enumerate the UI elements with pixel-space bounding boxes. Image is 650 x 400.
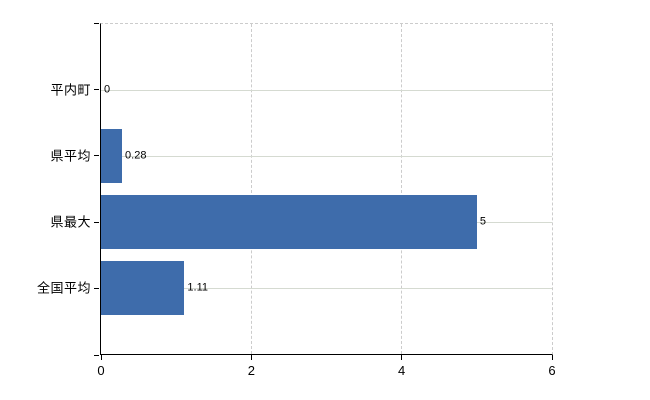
horizontal-gridline bbox=[101, 287, 552, 289]
x-axis-tick bbox=[551, 355, 553, 360]
category-label: 県最大 bbox=[50, 214, 91, 230]
bar bbox=[101, 195, 477, 249]
category-label: 平内町 bbox=[50, 82, 91, 98]
bar-value-label: 0 bbox=[104, 83, 111, 96]
vertical-gridline bbox=[250, 24, 252, 354]
y-axis-tick bbox=[94, 155, 99, 157]
y-axis-tick bbox=[94, 221, 99, 223]
bar-value-label: 1.11 bbox=[187, 281, 209, 294]
category-label: 県平均 bbox=[50, 148, 91, 164]
bar-value-label: 5 bbox=[479, 215, 486, 228]
bar-value-label: 0.28 bbox=[125, 149, 147, 162]
y-axis-tick bbox=[94, 88, 99, 90]
plot-area: 0 0.28 5 1.11 bbox=[100, 23, 553, 355]
x-axis-tick-label: 2 bbox=[247, 363, 255, 378]
x-axis-tick bbox=[401, 355, 403, 360]
x-axis-tick-label: 0 bbox=[97, 363, 105, 378]
x-axis-tick-label: 4 bbox=[398, 363, 406, 378]
x-axis-tick-label: 6 bbox=[548, 363, 556, 378]
horizontal-gridline bbox=[101, 89, 552, 91]
vertical-gridline bbox=[401, 24, 403, 354]
horizontal-gridline bbox=[101, 155, 552, 157]
x-axis-tick bbox=[250, 355, 252, 360]
x-axis-tick bbox=[100, 355, 102, 360]
y-axis-tick bbox=[94, 354, 99, 356]
y-axis-tick bbox=[94, 288, 99, 290]
y-axis-tick bbox=[94, 22, 99, 24]
bar bbox=[101, 261, 185, 315]
category-label: 全国平均 bbox=[36, 280, 91, 296]
bar bbox=[101, 129, 123, 183]
